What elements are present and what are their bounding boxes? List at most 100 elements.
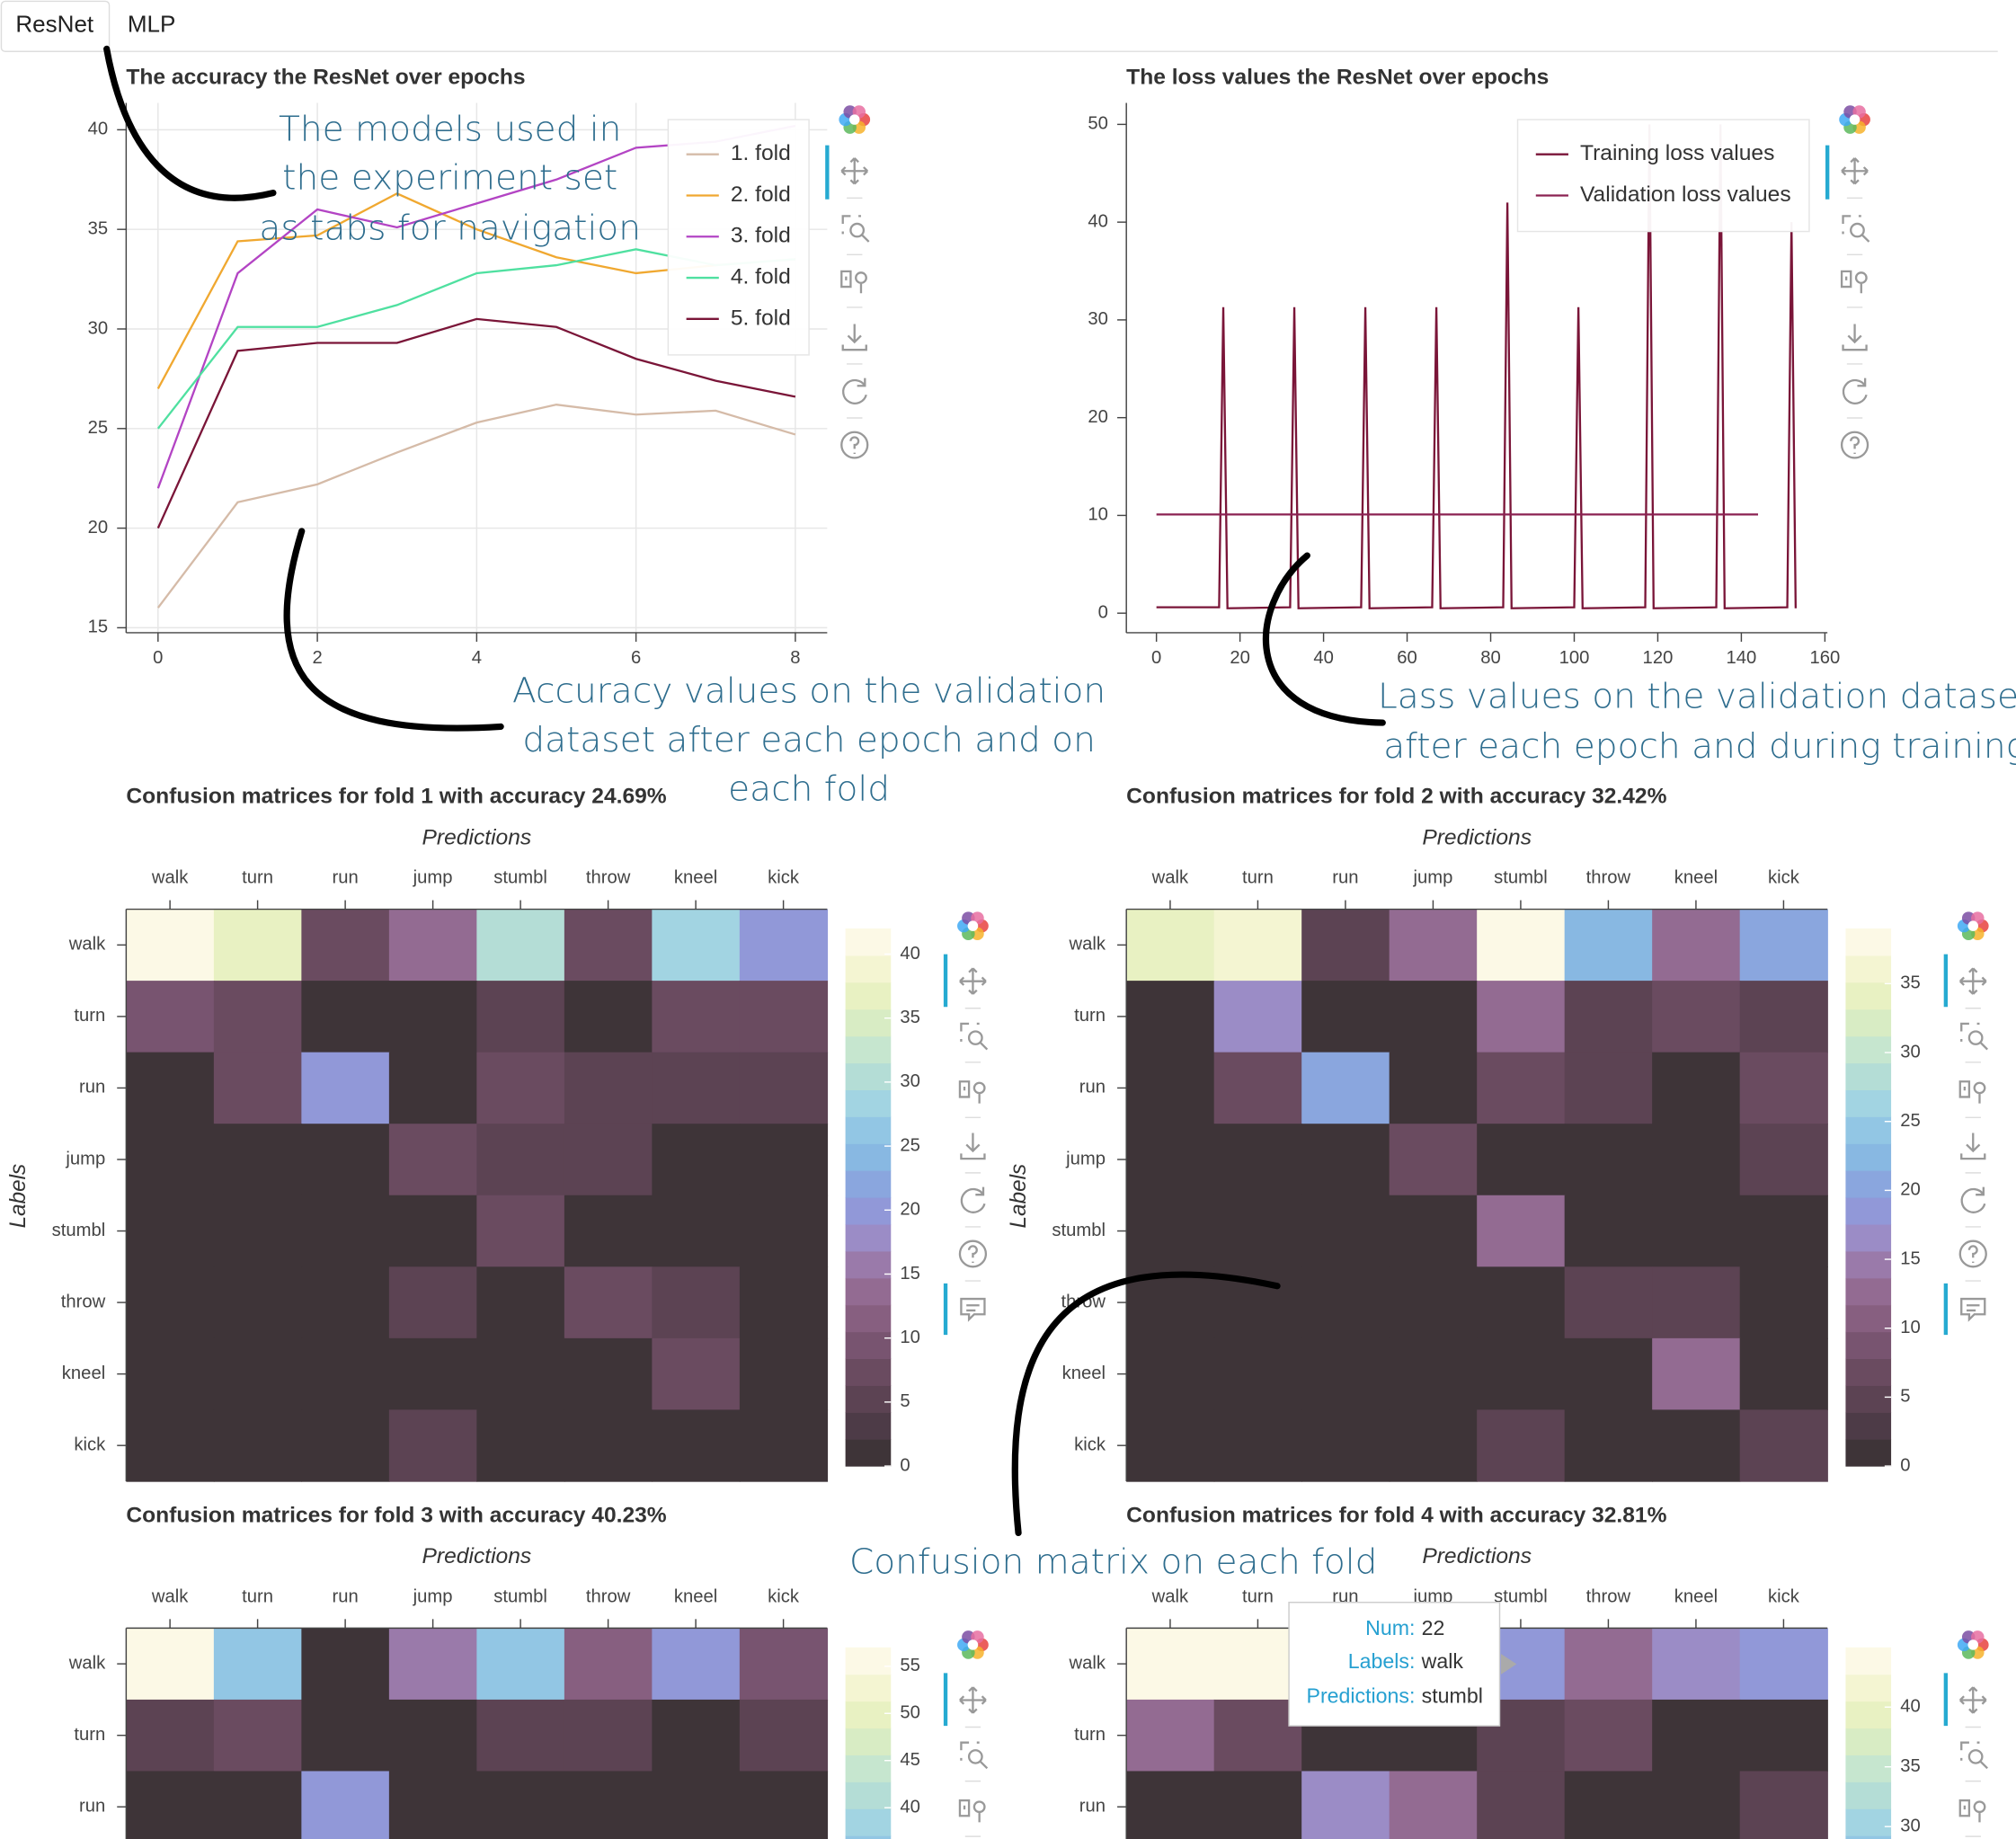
heatmap-cell[interactable] — [1477, 1337, 1566, 1411]
heatmap-cell[interactable] — [564, 1124, 653, 1196]
heatmap-cell[interactable] — [564, 1628, 653, 1701]
heatmap-cell[interactable] — [1652, 1337, 1741, 1411]
heatmap-cell[interactable] — [564, 1699, 653, 1772]
tool-wheel[interactable] — [1958, 1799, 1986, 1823]
heatmap-cell[interactable] — [301, 1771, 390, 1839]
heatmap-cell[interactable] — [1301, 909, 1390, 982]
heatmap-cell[interactable] — [1301, 1771, 1390, 1839]
heatmap-cell[interactable] — [301, 1266, 390, 1339]
heatmap-cell[interactable] — [301, 1195, 390, 1268]
heatmap-cell[interactable] — [301, 909, 390, 982]
heatmap-cell[interactable] — [1213, 1124, 1302, 1196]
tool-wheel[interactable] — [840, 270, 867, 294]
heatmap-cell[interactable] — [1739, 1266, 1828, 1339]
heatmap-cell[interactable] — [1564, 1771, 1653, 1839]
tool-save[interactable] — [1842, 324, 1868, 351]
heatmap-cell[interactable] — [1564, 1195, 1653, 1268]
heatmap-cell[interactable] — [1564, 909, 1653, 982]
heatmap-cell[interactable] — [564, 1266, 653, 1339]
heatmap-cell[interactable] — [388, 1409, 478, 1482]
heatmap-cell[interactable] — [564, 1409, 653, 1482]
heatmap-cell[interactable] — [1389, 1124, 1478, 1196]
heatmap-cell[interactable] — [1477, 1409, 1566, 1482]
heatmap-cell[interactable] — [1126, 1771, 1215, 1839]
heatmap-cell[interactable] — [213, 1409, 303, 1482]
heatmap-cell[interactable] — [739, 1771, 829, 1839]
heatmap-cell[interactable] — [1477, 1195, 1566, 1268]
heatmap-cell[interactable] — [126, 1628, 215, 1701]
tool-save[interactable] — [960, 1133, 986, 1160]
heatmap-cell[interactable] — [1652, 1266, 1741, 1339]
heatmap-cell[interactable] — [1389, 1771, 1478, 1839]
heatmap-cell[interactable] — [1126, 1195, 1215, 1268]
heatmap-cell[interactable] — [1739, 1195, 1828, 1268]
heatmap-cell[interactable] — [1389, 981, 1478, 1053]
heatmap-cell[interactable] — [1126, 1337, 1215, 1411]
heatmap-cell[interactable] — [126, 1124, 215, 1196]
heatmap-cell[interactable] — [652, 1337, 741, 1411]
heatmap-cell[interactable] — [739, 1409, 829, 1482]
heatmap-cell[interactable] — [564, 1195, 653, 1268]
heatmap-cell[interactable] — [652, 1124, 741, 1196]
heatmap-cell[interactable] — [476, 1628, 565, 1701]
heatmap-cell[interactable] — [1739, 1771, 1828, 1839]
heatmap-cell[interactable] — [1389, 1337, 1478, 1411]
heatmap-cell[interactable] — [213, 1052, 303, 1124]
heatmap-cell[interactable] — [1213, 1195, 1302, 1268]
tool-help[interactable] — [840, 431, 869, 459]
heatmap-cell[interactable] — [1126, 1628, 1215, 1701]
heatmap-cell[interactable] — [1652, 1409, 1741, 1482]
heatmap-cell[interactable] — [1739, 981, 1828, 1053]
heatmap-cell[interactable] — [301, 1337, 390, 1411]
heatmap-cell[interactable] — [213, 1771, 303, 1839]
heatmap-cell[interactable] — [652, 1409, 741, 1482]
heatmap-cell[interactable] — [388, 1699, 478, 1772]
heatmap-cell[interactable] — [652, 1052, 741, 1124]
heatmap-cell[interactable] — [213, 1195, 303, 1268]
heatmap-cell[interactable] — [388, 1771, 478, 1839]
heatmap-cell[interactable] — [1126, 1124, 1215, 1196]
heatmap-cell[interactable] — [213, 1628, 303, 1701]
heatmap-cell[interactable] — [1301, 981, 1390, 1053]
heatmap-cell[interactable] — [1739, 1337, 1828, 1411]
heatmap-cell[interactable] — [1477, 1052, 1566, 1124]
heatmap-cell[interactable] — [301, 1124, 390, 1196]
heatmap-cell[interactable] — [1126, 981, 1215, 1053]
heatmap-cell[interactable] — [1389, 1195, 1478, 1268]
heatmap-cell[interactable] — [739, 1266, 829, 1339]
tool-box[interactable] — [841, 215, 870, 243]
heatmap-cell[interactable] — [1301, 1266, 1390, 1339]
tool-help[interactable] — [1840, 431, 1869, 459]
heatmap-cell[interactable] — [1739, 1699, 1828, 1772]
tool-move[interactable] — [959, 1686, 987, 1714]
tool-reset[interactable] — [842, 378, 867, 404]
heatmap-cell[interactable] — [388, 909, 478, 982]
heatmap-cell[interactable] — [126, 1337, 215, 1411]
heatmap-cell[interactable] — [1301, 1409, 1390, 1482]
heatmap-cell[interactable] — [1301, 1052, 1390, 1124]
heatmap-cell[interactable] — [564, 1771, 653, 1839]
heatmap-cell[interactable] — [126, 1699, 215, 1772]
heatmap-cell[interactable] — [564, 1052, 653, 1124]
heatmap-cell[interactable] — [301, 1699, 390, 1772]
heatmap-cell[interactable] — [1126, 1052, 1215, 1124]
heatmap-cell[interactable] — [476, 981, 565, 1053]
heatmap-cell[interactable] — [1652, 1052, 1741, 1124]
heatmap-cell[interactable] — [301, 1409, 390, 1482]
heatmap-cell[interactable] — [1739, 1628, 1828, 1701]
heatmap-cell[interactable] — [739, 981, 829, 1053]
heatmap-cell[interactable] — [1652, 981, 1741, 1053]
heatmap-cell[interactable] — [476, 1124, 565, 1196]
tool-help[interactable] — [958, 1239, 988, 1268]
tool-save[interactable] — [1960, 1133, 1986, 1160]
heatmap-cell[interactable] — [739, 1124, 829, 1196]
heatmap-cell[interactable] — [301, 1052, 390, 1124]
heatmap-cell[interactable] — [1213, 909, 1302, 982]
heatmap-cell[interactable] — [739, 909, 829, 982]
heatmap-cell[interactable] — [564, 909, 653, 982]
tool-hover[interactable] — [960, 1297, 986, 1322]
heatmap-cell[interactable] — [564, 1337, 653, 1411]
tool-wheel[interactable] — [958, 1080, 986, 1104]
heatmap-cell[interactable] — [213, 1699, 303, 1772]
heatmap-cell[interactable] — [1213, 1409, 1302, 1482]
